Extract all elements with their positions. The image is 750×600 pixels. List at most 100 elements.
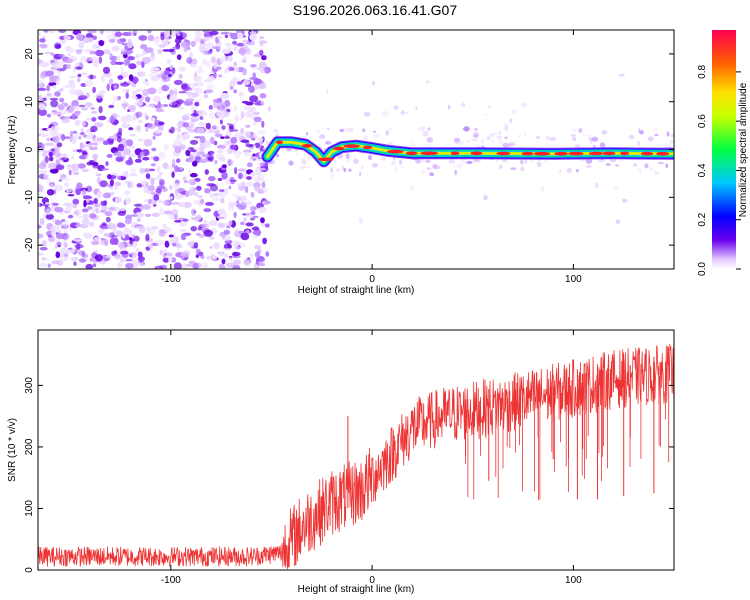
- noise-speck: [535, 136, 541, 139]
- ridge-hotspot: [656, 151, 669, 156]
- noise-speck: [275, 153, 280, 158]
- noise-speck: [164, 227, 172, 233]
- noise-speck: [202, 30, 211, 34]
- noise-speck: [211, 125, 217, 130]
- colorbar-tick-label: 0.8: [697, 64, 708, 78]
- noise-speck: [117, 136, 122, 143]
- noise-speck: [432, 163, 438, 170]
- noise-speck: [111, 45, 120, 52]
- noise-speck: [242, 79, 251, 86]
- noise-speck: [254, 251, 261, 258]
- noise-speck: [38, 170, 44, 174]
- noise-speck: [178, 66, 186, 72]
- noise-speck: [42, 151, 48, 158]
- noise-speck: [38, 163, 47, 170]
- noise-speck: [549, 137, 557, 140]
- noise-speck: [145, 126, 149, 133]
- noise-speck: [181, 115, 190, 121]
- noise-speck: [73, 261, 77, 266]
- noise-speck: [79, 142, 84, 150]
- noise-speck: [216, 125, 220, 129]
- noise-speck: [144, 168, 151, 173]
- noise-speck: [59, 256, 69, 262]
- noise-speck: [189, 63, 198, 68]
- noise-speck: [125, 258, 133, 262]
- noise-speck: [217, 66, 222, 71]
- noise-speck: [82, 120, 86, 127]
- noise-speck: [578, 128, 583, 134]
- noise-speck: [194, 87, 203, 95]
- noise-speck: [128, 153, 137, 158]
- noise-speck: [252, 215, 259, 219]
- noise-speck: [199, 147, 205, 153]
- noise-speck: [224, 34, 229, 39]
- noise-speck: [427, 167, 431, 170]
- noise-speck: [130, 214, 138, 217]
- noise-speck: [348, 168, 352, 172]
- noise-speck: [130, 168, 137, 173]
- noise-speck: [511, 109, 517, 115]
- noise-speck: [268, 106, 271, 112]
- noise-speck: [288, 160, 294, 166]
- noise-speck: [204, 188, 211, 194]
- noise-speck: [69, 48, 75, 53]
- noise-speck: [131, 115, 137, 121]
- noise-speck: [109, 172, 119, 176]
- noise-speck: [44, 142, 55, 146]
- noise-speck: [237, 172, 243, 180]
- noise-speck: [466, 160, 473, 165]
- noise-speck: [116, 131, 122, 139]
- noise-speck: [98, 228, 105, 233]
- noise-speck: [208, 220, 218, 227]
- noise-speck: [206, 61, 211, 68]
- noise-speck: [219, 252, 224, 257]
- noise-speck: [42, 240, 47, 247]
- noise-speck: [103, 49, 111, 55]
- noise-speck: [211, 46, 221, 50]
- noise-speck: [249, 95, 259, 103]
- noise-speck: [135, 225, 145, 229]
- noise-speck: [209, 136, 215, 145]
- noise-speck: [156, 165, 161, 173]
- noise-speck: [82, 36, 90, 44]
- noise-speck: [251, 226, 260, 231]
- noise-speck: [219, 103, 224, 112]
- noise-speck: [158, 151, 166, 159]
- noise-speck: [74, 243, 84, 249]
- ridge-hotspot: [276, 140, 283, 145]
- noise-speck: [66, 190, 70, 194]
- noise-speck: [39, 43, 48, 49]
- noise-speck: [133, 235, 140, 242]
- noise-speck: [46, 137, 52, 142]
- noise-speck: [92, 43, 97, 50]
- noise-speck: [213, 140, 218, 146]
- noise-speck: [123, 227, 129, 233]
- noise-speck: [39, 217, 45, 226]
- noise-speck: [138, 35, 148, 41]
- noise-speck: [72, 130, 78, 134]
- noise-speck: [72, 105, 80, 111]
- noise-speck: [147, 34, 155, 42]
- noise-speck: [259, 43, 264, 47]
- noise-speck: [238, 151, 243, 155]
- noise-speck: [128, 127, 134, 131]
- noise-speck: [241, 100, 249, 104]
- noise-speck: [41, 134, 50, 137]
- noise-speck: [92, 60, 99, 68]
- noise-speck: [128, 63, 137, 70]
- noise-speck: [172, 242, 177, 247]
- noise-speck: [101, 168, 109, 171]
- noise-speck: [125, 159, 134, 166]
- noise-speck: [275, 132, 280, 137]
- noise-speck: [496, 135, 503, 140]
- noise-speck: [221, 164, 227, 169]
- noise-speck: [74, 120, 82, 124]
- noise-speck: [142, 156, 150, 161]
- colorbar: 0.0 0.2 0.4 0.6 0.8 Normalized spectral ampl…: [697, 30, 749, 276]
- noise-speck: [207, 50, 213, 55]
- noise-speck: [207, 151, 211, 156]
- noise-speck: [637, 167, 642, 174]
- noise-speck: [199, 135, 206, 144]
- noise-speck: [174, 189, 179, 196]
- noise-speck: [222, 247, 232, 251]
